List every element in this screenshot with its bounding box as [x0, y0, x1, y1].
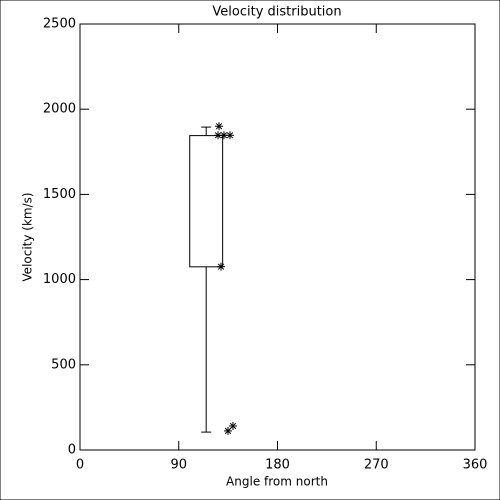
- point: [215, 122, 224, 131]
- point: [225, 131, 234, 140]
- point-stroke: [214, 132, 222, 139]
- point-stroke: [220, 132, 228, 139]
- y-tick-label: 500: [51, 357, 76, 372]
- chart-title: Velocity distribution: [212, 5, 341, 20]
- x-tick-label: 90: [170, 458, 187, 473]
- point-stroke: [229, 422, 237, 430]
- y-tick-label: 2500: [43, 17, 76, 32]
- point-stroke: [224, 427, 232, 435]
- x-axis-label: Angle from north: [226, 475, 328, 489]
- point: [224, 426, 233, 435]
- y-tick-label: 1500: [43, 187, 76, 202]
- x-tick-label: 270: [364, 458, 389, 473]
- y-tick-label: 0: [68, 443, 76, 458]
- y-axis-label: Velocity (km/s): [21, 192, 35, 281]
- box: [189, 135, 224, 268]
- x-tick-label: 180: [265, 458, 290, 473]
- point: [216, 262, 225, 271]
- plot-frame: [79, 23, 476, 451]
- point: [228, 421, 237, 430]
- point-stroke: [215, 123, 223, 130]
- point-stroke: [226, 132, 234, 139]
- point-stroke: [217, 263, 225, 270]
- x-tick-label: 0: [76, 458, 84, 473]
- y-tick-label: 1000: [43, 272, 76, 287]
- x-tick-label: 360: [463, 458, 488, 473]
- y-tick-label: 2000: [43, 102, 76, 117]
